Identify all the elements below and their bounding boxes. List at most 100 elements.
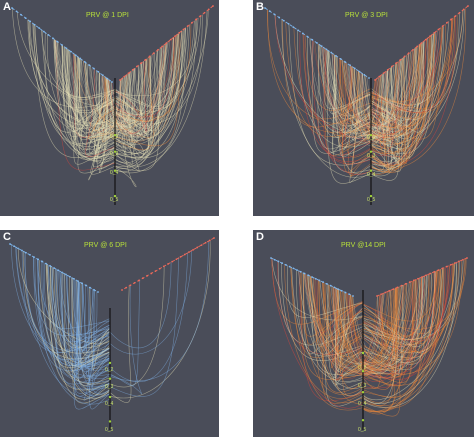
edge-left — [325, 49, 372, 138]
node-left — [306, 35, 309, 38]
edge-cross — [342, 56, 405, 138]
node-right — [162, 265, 165, 268]
node-right — [157, 48, 159, 51]
node-right — [445, 265, 448, 268]
node-right — [380, 293, 382, 296]
edge-right — [362, 275, 426, 348]
edge-cross — [319, 280, 410, 364]
panel-title: PRV @ 3 DPI — [345, 12, 388, 19]
edge-cross — [309, 37, 379, 131]
edge-left — [29, 21, 116, 125]
node-right — [437, 28, 440, 31]
edge-right — [114, 28, 186, 159]
edge-right — [362, 271, 435, 375]
edge-cross — [350, 58, 403, 142]
edge-cross — [318, 280, 413, 373]
node-right — [183, 253, 186, 256]
edge-left — [33, 23, 116, 159]
node-left — [292, 267, 295, 270]
node-right — [457, 260, 460, 263]
node-left — [292, 26, 295, 28]
edge-cross — [310, 276, 399, 371]
edge-right — [362, 269, 441, 354]
node-left — [288, 265, 291, 268]
edge-right — [370, 63, 401, 164]
node-right — [400, 284, 403, 287]
node-left — [268, 10, 271, 13]
edge-cross — [96, 54, 152, 137]
node-right — [169, 38, 172, 41]
edge-left — [311, 40, 372, 154]
node-left — [273, 13, 276, 16]
node-left — [349, 64, 351, 67]
edge-left — [76, 56, 116, 141]
node-right — [404, 283, 407, 285]
edge-right — [370, 25, 444, 121]
panel-title: PRV @ 1 DPI — [86, 12, 129, 19]
edge-cross — [350, 287, 397, 374]
tick-label: 0_2 — [358, 365, 367, 371]
node-left — [301, 32, 304, 35]
tick-label: 0_2 — [110, 134, 119, 140]
edge-right — [114, 60, 147, 132]
edge-left — [303, 273, 364, 395]
node-left — [42, 30, 45, 33]
node-right — [175, 258, 178, 261]
node-left — [85, 284, 87, 287]
edge-left — [281, 262, 364, 361]
node-left — [287, 23, 290, 25]
node-right — [148, 55, 151, 58]
axis-tick — [113, 133, 117, 137]
node-right — [433, 32, 436, 34]
node-right — [161, 45, 164, 48]
edge-right — [362, 263, 455, 352]
hive-plot-c — [9, 237, 215, 430]
panel-letter: C — [3, 231, 11, 243]
edge-cross — [350, 272, 432, 371]
edge-left — [75, 283, 111, 377]
edge-left — [91, 288, 111, 388]
edge-right — [362, 258, 466, 330]
node-left — [277, 260, 280, 263]
node-left — [264, 7, 266, 9]
edge-right — [109, 262, 172, 349]
edge-left — [343, 68, 372, 151]
edge-cross — [350, 293, 385, 376]
node-right — [378, 75, 381, 78]
edge-cross — [105, 42, 167, 136]
edge-left — [334, 292, 364, 379]
axis-tick — [361, 370, 365, 373]
edge-cross — [358, 54, 408, 147]
edge-cross — [106, 42, 167, 131]
node-right — [119, 79, 121, 81]
node-left — [283, 19, 285, 22]
edge-right — [114, 74, 140, 172]
edge-left — [49, 266, 111, 391]
node-right — [182, 28, 185, 31]
node-right — [408, 281, 411, 284]
edge-left — [286, 265, 364, 318]
node-right — [391, 65, 393, 68]
edge-left — [328, 50, 372, 114]
edge-right — [362, 271, 436, 363]
edge-left — [62, 45, 116, 151]
node-left — [352, 295, 354, 297]
node-right — [196, 246, 199, 249]
edge-right — [109, 266, 165, 388]
node-right — [146, 274, 148, 277]
node-left — [311, 38, 314, 41]
edge-right — [370, 16, 456, 175]
node-right — [445, 21, 448, 24]
edge-right — [370, 75, 392, 130]
edge-cross — [305, 274, 388, 371]
edge-cross — [319, 44, 404, 137]
node-right — [441, 25, 444, 28]
node-left — [88, 64, 91, 67]
edge-cross — [344, 285, 402, 371]
node-right — [424, 38, 427, 41]
node-right — [453, 262, 456, 265]
edge-left — [55, 40, 116, 171]
node-right — [213, 237, 215, 239]
edge-cross — [104, 30, 183, 142]
node-right — [142, 277, 144, 280]
